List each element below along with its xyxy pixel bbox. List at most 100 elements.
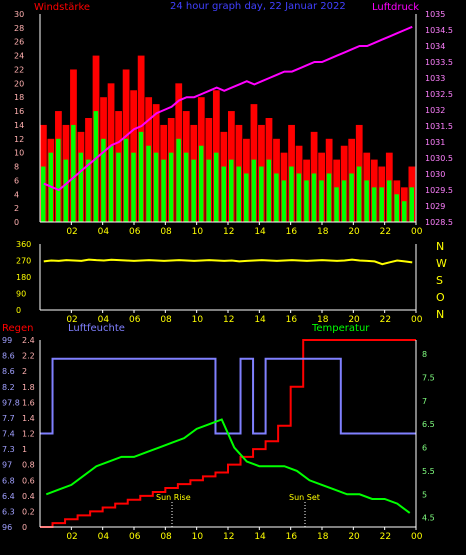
wind-bar — [341, 180, 347, 222]
x-tick-label: 04 — [98, 227, 110, 237]
y-tick-label: 0 — [22, 523, 27, 532]
x-tick-label: 20 — [348, 532, 360, 542]
y-tick-label: 0.4 — [22, 492, 35, 501]
wind-bar — [56, 138, 61, 222]
wind-bar — [281, 180, 287, 222]
y-tick-label: 0.6 — [22, 476, 35, 485]
wind-bar — [86, 159, 91, 222]
compass-letter: O — [436, 291, 445, 304]
wind-bar — [236, 166, 242, 222]
x-tick-label: 08 — [160, 532, 172, 542]
y-tick-label: 14 — [14, 121, 24, 130]
compass-letter: W — [436, 257, 447, 270]
x-tick-label: 10 — [192, 532, 204, 542]
wind-bar — [304, 180, 309, 222]
y-tick-label: 26 — [14, 38, 24, 47]
temperature-label: Temperatur — [311, 323, 370, 334]
wind-pressure-panel: 0246810121416182022242628301028.51029102… — [14, 10, 453, 237]
y-right-tick-label: 6 — [422, 444, 427, 453]
y-right-tick-label: 1034.5 — [425, 26, 453, 35]
wind-bar — [93, 111, 99, 222]
x-tick-label: 06 — [129, 315, 141, 325]
wind-direction-line — [43, 258, 413, 266]
wind-bar — [161, 159, 166, 222]
humidity-tick-label: 96 — [2, 523, 12, 532]
x-tick-label: 22 — [380, 227, 391, 237]
x-tick-label: 20 — [348, 315, 360, 325]
sunrise-label: Sun Rise — [156, 493, 191, 502]
y-tick-label: 2.4 — [22, 336, 35, 345]
x-tick-label: 12 — [223, 532, 234, 542]
wind-bar — [229, 159, 234, 222]
wind-bar — [198, 145, 204, 222]
y-right-tick-label: 1032 — [425, 106, 445, 115]
x-tick-label: 08 — [160, 227, 172, 237]
x-tick-label: 14 — [254, 227, 266, 237]
y-right-tick-label: 1035 — [425, 10, 445, 19]
x-tick-label: 08 — [160, 315, 172, 325]
humidity-tick-label: 6.3 — [2, 507, 15, 516]
y-tick-label: 1 — [22, 445, 27, 454]
humidity-tick-label: 7.4 — [2, 430, 15, 439]
y-tick-label: 360 — [16, 240, 31, 249]
y-tick-label: 2.2 — [22, 352, 35, 361]
wind-bar — [379, 187, 384, 222]
wind-bar — [274, 173, 279, 222]
y-tick-label: 90 — [16, 290, 26, 299]
y-tick-label: 0.2 — [22, 507, 35, 516]
y-tick-label: 180 — [16, 273, 31, 282]
y-tick-label: 2 — [22, 367, 27, 376]
x-tick-label: 00 — [411, 315, 423, 325]
y-right-tick-label: 7.5 — [422, 373, 435, 382]
humidity-tick-label: 97 — [2, 461, 12, 470]
compass-letter: N — [436, 240, 444, 253]
y-tick-label: 1.2 — [22, 430, 35, 439]
y-tick-label: 10 — [14, 149, 24, 158]
wind-bar — [401, 201, 407, 222]
y-right-tick-label: 1033.5 — [425, 58, 453, 67]
wind-bar — [138, 131, 144, 222]
compass-letter: S — [436, 274, 443, 287]
humidity-tick-label: 6.4 — [2, 492, 15, 501]
rain-line — [40, 339, 416, 528]
humidity-tick-label: 97.8 — [2, 398, 20, 407]
x-tick-label: 02 — [66, 532, 77, 542]
y-right-tick-label: 6.5 — [422, 420, 435, 429]
wind-bar — [409, 187, 414, 222]
x-tick-label: 14 — [254, 532, 266, 542]
x-tick-label: 02 — [66, 227, 77, 237]
wind-bar — [108, 145, 114, 222]
y-right-tick-label: 1034 — [425, 42, 445, 51]
y-right-tick-label: 1028.5 — [425, 218, 453, 227]
y-right-tick-label: 1032.5 — [425, 90, 453, 99]
x-tick-label: 06 — [129, 227, 141, 237]
wind-bar — [131, 152, 136, 222]
humidity-tick-label: 8.6 — [2, 367, 15, 376]
y-tick-label: 6 — [14, 176, 19, 185]
y-tick-label: 16 — [14, 107, 24, 116]
x-tick-label: 12 — [223, 227, 234, 237]
y-tick-label: 0.8 — [22, 461, 35, 470]
air-pressure-label: Luftdruck — [372, 2, 419, 13]
y-tick-label: 30 — [14, 10, 24, 19]
y-right-tick-label: 1030.5 — [425, 154, 453, 163]
rain-humidity-temperature-panel: 0 0.2 0.4 0.6 0.8 1 1.2 1.4 1.6 1.8 2 2.2 2.4 96 6.3 6.… — [2, 336, 435, 542]
wind-bar — [101, 138, 106, 222]
wind-bar — [78, 152, 84, 222]
chart-title: 24 hour graph day, 22 Januar 2022 — [170, 1, 346, 12]
x-tick-label: 16 — [286, 315, 298, 325]
x-tick-label: 16 — [286, 227, 298, 237]
y-right-tick-label: 5 — [422, 490, 427, 499]
y-right-tick-label: 7 — [422, 397, 427, 406]
pressure-line — [43, 25, 413, 192]
y-tick-label: 20 — [14, 79, 24, 88]
wind-bar — [259, 166, 264, 222]
y-right-tick-label: 1031.5 — [425, 122, 453, 131]
wind-bar — [71, 124, 76, 222]
temperature-line — [45, 418, 411, 514]
wind-bar — [296, 173, 302, 222]
x-tick-label: 02 — [66, 315, 77, 325]
wind-bar — [221, 166, 226, 222]
y-tick-label: 1.4 — [22, 414, 35, 423]
